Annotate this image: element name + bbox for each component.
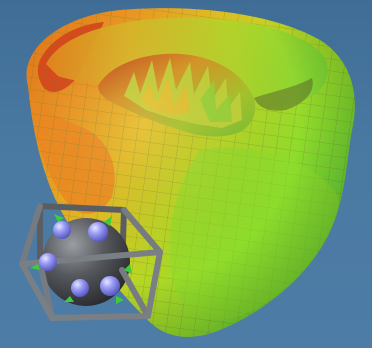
orientation-node-top-left xyxy=(53,221,71,239)
orientation-node-left xyxy=(39,253,57,271)
orientation-cube-front-frame xyxy=(19,249,163,321)
orientation-node-top-right xyxy=(88,222,108,242)
orientation-cube-edges xyxy=(19,203,163,321)
orientation-arrow-icons xyxy=(30,214,132,304)
orientation-cube-icon[interactable] xyxy=(19,203,163,321)
orientation-node-bottom-right xyxy=(100,276,120,296)
orientation-node-bottom-left xyxy=(71,279,89,297)
